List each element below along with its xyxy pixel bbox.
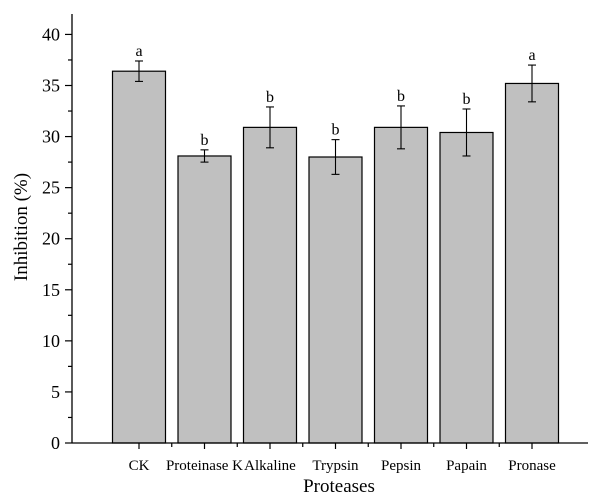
x-tick-label: CK [129,458,150,474]
significance-label: b [332,122,340,139]
x-axis: CK Proteinase K Alkaline Trypsin Pepsin Papai… [72,442,588,474]
bar-ck [111,70,167,444]
significance-label: a [528,47,535,64]
error-bars-group [135,60,536,175]
bar-alkaline [242,126,298,444]
significance-label: b [397,88,405,105]
y-tick-label: 5 [51,382,60,402]
significance-label: b [266,89,274,106]
y-tick-label: 25 [42,178,60,198]
y-tick-label: 20 [42,229,60,249]
bar-proteinase-k [177,155,232,444]
bar-trypsin [308,156,363,444]
x-tick-label: Trypsin [312,458,359,474]
y-tick-label: 35 [42,76,60,96]
x-tick-label: Alkaline [244,458,296,474]
y-tick-label: 40 [42,24,60,44]
x-tick-label: Pepsin [381,458,422,474]
significance-labels-group: a b b b b b a [135,43,535,149]
y-axis-title: Inhibition (%) [11,173,32,281]
y-tick-label: 30 [42,127,60,147]
x-tick-label: Papain [446,458,487,474]
bar-pepsin [373,126,429,444]
y-tick-label: 10 [42,331,60,351]
x-tick-label: Pronase [508,458,556,474]
significance-label: b [201,132,209,149]
y-tick-label: 15 [42,280,60,300]
bar-pronase [504,82,560,444]
y-tick-label: 0 [51,433,60,453]
bars-group [111,70,560,444]
significance-label: a [135,43,142,60]
x-tick-label: Proteinase K [166,458,243,474]
x-axis-title: Proteases [303,476,375,497]
y-axis: 0 5 10 15 20 25 30 35 40 [42,14,73,453]
bar-papain [439,131,494,444]
significance-label: b [463,91,471,108]
